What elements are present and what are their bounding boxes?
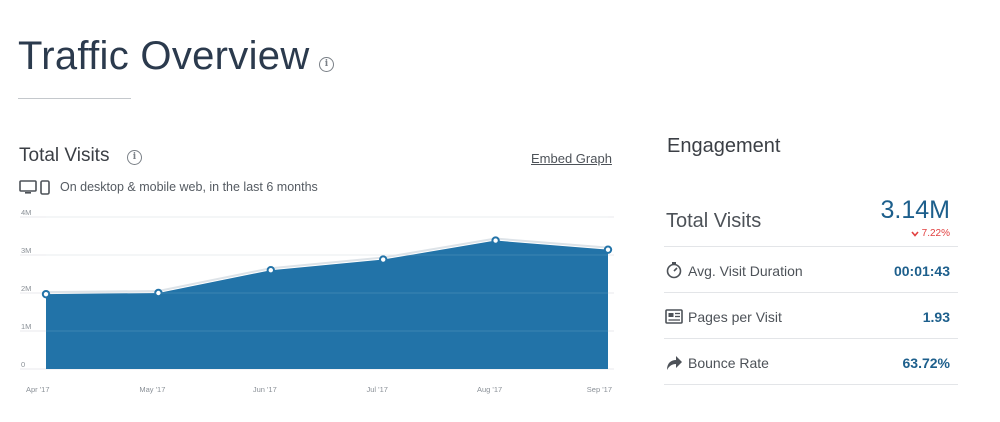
x-tick-label: May '17: [139, 385, 165, 394]
y-tick-label: 3M: [21, 246, 31, 255]
divider: [664, 292, 958, 293]
change-percent: 7.22%: [921, 228, 950, 239]
embed-graph-link[interactable]: Embed Graph: [531, 151, 612, 166]
y-tick-label: 2M: [21, 284, 31, 293]
page-title: Traffic Overview: [18, 34, 310, 78]
pages-per-visit-value: 1.93: [922, 309, 950, 325]
data-point: [41, 289, 51, 299]
total-visits-label: Total Visits: [666, 210, 762, 232]
info-icon[interactable]: i: [127, 150, 142, 165]
y-tick-label: 4M: [21, 208, 31, 217]
data-point: [266, 265, 275, 275]
bounce-arrow-icon: [667, 356, 682, 370]
chevron-down-icon: [911, 230, 919, 237]
total-visits-chart: 0 1M 2M 3M 4M Apr '17 May '17 Jun '17 Jul '17 Aug…: [20, 208, 614, 394]
data-point: [491, 236, 500, 245]
info-icon[interactable]: i: [319, 57, 334, 72]
x-tick-label: Sep '17: [587, 385, 612, 394]
x-tick-label: Apr '17: [26, 385, 50, 394]
pages-icon: [665, 309, 683, 324]
divider: [664, 246, 958, 247]
device-icons: [19, 180, 50, 195]
avg-visit-duration-value: 00:01:43: [893, 263, 950, 279]
divider: [664, 384, 958, 385]
series-outline: [45, 237, 609, 294]
mobile-icon: [40, 180, 50, 195]
total-visits-change: 7.22%: [911, 228, 950, 239]
bounce-rate-value: 63.72%: [902, 355, 950, 371]
divider: [664, 338, 958, 339]
data-point: [379, 255, 388, 264]
engagement-title: Engagement: [667, 135, 781, 157]
total-visits-value: 3.14M: [880, 196, 950, 224]
bounce-rate-label: Bounce Rate: [688, 355, 769, 371]
desktop-icon: [19, 180, 37, 194]
area-series: [46, 240, 608, 369]
total-visits-title: Total Visits: [19, 145, 110, 166]
stopwatch-icon: [666, 262, 682, 279]
pages-per-visit-label: Pages per Visit: [688, 309, 782, 325]
y-tick-label: 1M: [21, 322, 31, 331]
chart-subtitle: On desktop & mobile web, in the last 6 m…: [60, 180, 318, 194]
y-tick-label: 0: [21, 360, 25, 369]
avg-visit-duration-label: Avg. Visit Duration: [688, 263, 803, 279]
data-point: [603, 245, 613, 254]
x-tick-label: Jul '17: [366, 385, 387, 394]
data-point: [154, 288, 163, 298]
title-underline: [18, 98, 131, 99]
x-tick-label: Jun '17: [253, 385, 277, 394]
x-tick-label: Aug '17: [477, 385, 502, 394]
